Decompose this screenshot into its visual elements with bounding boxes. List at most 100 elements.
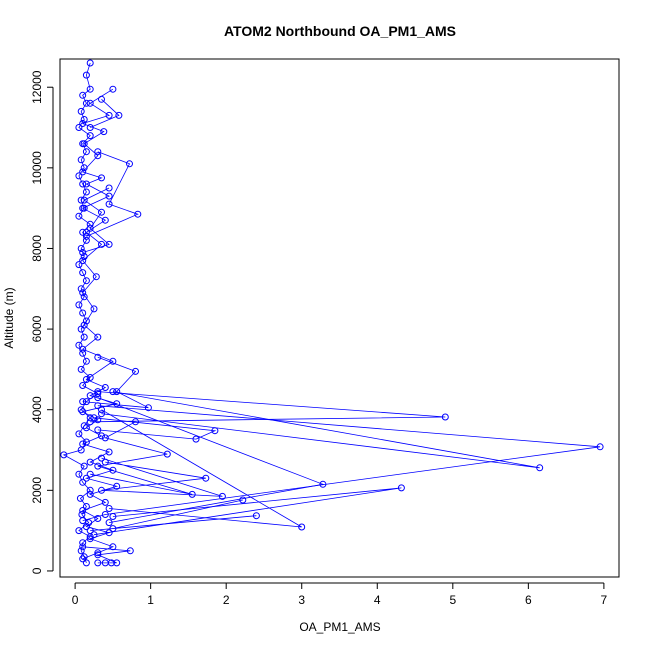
data-point [79,543,87,551]
data-point [109,466,117,474]
data-point [105,192,113,200]
data-point [126,547,134,555]
data-point [75,470,83,478]
data-point [75,261,83,269]
data-point [211,427,219,435]
data-point [80,116,88,123]
series-9 [90,414,219,443]
data-point [98,174,105,182]
series-6 [94,394,327,527]
data-point [98,432,105,440]
data-point [94,394,102,402]
data-point [79,345,87,353]
data-point [86,418,94,426]
x-tick-label: 4 [374,593,381,607]
data-point [441,413,449,421]
series-line [90,99,120,128]
data-point [86,374,94,381]
data-point [86,535,94,543]
series-10 [98,454,226,500]
series-line [82,187,110,253]
data-point [109,525,117,533]
x-tick-label: 0 [72,593,79,607]
data-point [113,482,121,490]
series-line [101,409,302,528]
data-point [82,559,90,567]
data-point [82,71,90,79]
data-point [77,547,85,555]
data-point [90,305,98,313]
data-point [79,309,87,317]
data-point [86,99,94,107]
data-point [75,430,83,438]
data-point [94,148,102,156]
data-point [79,349,87,357]
data-point [132,367,139,375]
y-tick-label: 10000 [30,151,44,185]
data-point [109,357,117,365]
data-point [79,249,87,256]
data-point [79,408,87,416]
data-point [188,490,196,498]
data-point [82,424,90,432]
data-point [86,392,94,400]
data-point [126,160,133,168]
data-point [98,486,105,494]
data-point [109,513,117,520]
data-point [82,228,90,236]
x-tick-label: 5 [449,593,456,607]
data-point [79,517,87,525]
data-point [76,494,84,502]
series-11 [86,418,196,498]
data-point [80,321,88,329]
data-point [77,156,85,164]
data-point [86,458,94,466]
data-point [239,496,247,504]
data-point [202,474,210,482]
data-point [94,462,102,470]
data-point [75,527,83,535]
data-point [98,410,105,418]
series-7 [98,406,306,531]
series-line [90,499,257,531]
data-point [82,376,90,383]
data-point [94,549,102,557]
data-point [82,188,90,196]
data-point [86,224,94,232]
data-point [79,398,87,406]
data-point [80,293,88,301]
data-point [98,454,105,462]
data-point [75,212,83,220]
data-point [134,210,142,218]
data-point [82,277,90,285]
data-point [94,515,102,522]
data-point [86,470,94,478]
data-point [101,216,109,224]
data-point [115,111,123,119]
data-point [113,559,121,567]
data-point [105,240,113,248]
y-tick-label: 6000 [30,315,44,342]
data-point [98,95,105,103]
data-point [75,172,83,180]
data-point [90,531,98,539]
series-14 [86,95,123,131]
data-point [77,245,85,252]
data-point [192,435,200,443]
series-8 [86,496,260,535]
data-point [94,426,102,434]
data-point [105,505,113,512]
data-point [82,148,90,156]
data-point [101,511,109,518]
data-point [98,208,105,216]
data-point [94,416,102,424]
data-point [79,539,87,547]
data-point [79,257,87,265]
series-line [82,405,601,521]
series-5 [90,484,405,539]
data-point [100,128,108,136]
data-point [79,168,87,176]
data-point [79,478,87,486]
data-point [94,152,102,160]
data-point [163,450,171,458]
